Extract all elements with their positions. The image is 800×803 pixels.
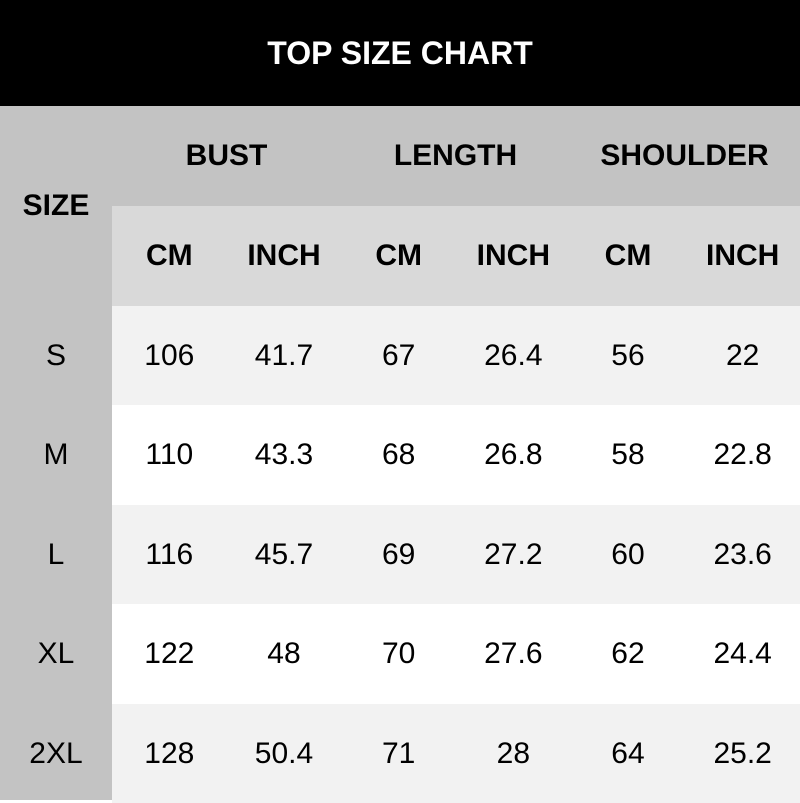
table-row: L 116 45.7 69 27.2 60 23.6 bbox=[0, 505, 800, 604]
group-header-bust: BUST bbox=[185, 139, 268, 172]
table-cell: 106 bbox=[144, 338, 195, 372]
size-label: S bbox=[45, 338, 66, 372]
table-cell: 71 bbox=[381, 736, 416, 770]
table-cell: 60 bbox=[611, 537, 645, 571]
table-cell: 50.4 bbox=[254, 736, 314, 770]
unit-header: CM bbox=[146, 239, 193, 272]
row-data: 128 50.4 71 28 64 25.2 bbox=[112, 704, 800, 803]
table-cell: 122 bbox=[144, 637, 195, 670]
unit-header: INCH bbox=[247, 239, 321, 272]
table-cell: 26.4 bbox=[484, 338, 543, 372]
size-label: 2XL bbox=[29, 736, 83, 770]
unit-header: CM bbox=[604, 239, 652, 272]
table-cell: 128 bbox=[144, 736, 195, 770]
table-cell: 22 bbox=[725, 338, 760, 372]
table-row: XL 122 48 70 27.6 62 24.4 bbox=[0, 604, 800, 704]
size-label: M bbox=[43, 438, 69, 471]
size-column bbox=[0, 106, 112, 800]
table-cell: 56 bbox=[611, 338, 645, 372]
row-data: 106 41.7 67 26.4 56 22 bbox=[112, 306, 800, 405]
table-cell: 64 bbox=[611, 736, 645, 770]
row-data: 116 45.7 69 27.2 60 23.6 bbox=[112, 505, 800, 604]
table-cell: 67 bbox=[381, 338, 416, 372]
table-cell: 24.4 bbox=[713, 637, 772, 670]
table-cell: 27.6 bbox=[484, 637, 543, 670]
table-cell: 62 bbox=[611, 637, 645, 670]
row-data: 122 48 70 27.6 62 24.4 bbox=[112, 604, 800, 704]
table-cell: 22.8 bbox=[713, 438, 772, 471]
table-row: 2XL 128 50.4 71 28 64 25.2 bbox=[0, 704, 800, 803]
table-cell: 58 bbox=[611, 438, 645, 471]
table-cell: 43.3 bbox=[254, 438, 314, 471]
table-cell: 70 bbox=[381, 637, 416, 670]
unit-header: INCH bbox=[705, 239, 780, 272]
table-cell: 23.6 bbox=[713, 537, 772, 571]
size-header: SIZE bbox=[22, 189, 90, 222]
row-data: 110 43.3 68 26.8 58 22.8 bbox=[112, 405, 800, 505]
size-label: XL bbox=[37, 637, 75, 670]
size-label: L bbox=[47, 537, 65, 571]
group-header-length: LENGTH bbox=[393, 139, 518, 172]
table-row: M 110 43.3 68 26.8 58 22.8 bbox=[0, 405, 800, 505]
unit-header: CM bbox=[375, 239, 422, 272]
table-cell: 26.8 bbox=[484, 438, 543, 471]
table-cell: 69 bbox=[381, 537, 416, 571]
table-cell: 116 bbox=[145, 537, 194, 571]
table-cell: 45.7 bbox=[254, 537, 314, 571]
table-row: S 106 41.7 67 26.4 56 22 bbox=[0, 306, 800, 405]
table-cell: 41.7 bbox=[254, 338, 314, 372]
table-cell: 25.2 bbox=[713, 736, 772, 770]
group-header-row: BUST LENGTH SHOULDER bbox=[112, 106, 800, 206]
table-cell: 48 bbox=[267, 637, 301, 670]
chart-title: TOP SIZE CHART bbox=[0, 0, 800, 106]
table-cell: 68 bbox=[381, 438, 416, 471]
group-header-shoulder: SHOULDER bbox=[600, 139, 769, 172]
table-cell: 28 bbox=[496, 736, 531, 770]
table-cell: 110 bbox=[145, 438, 194, 471]
table-cell: 27.2 bbox=[484, 537, 543, 571]
unit-header: INCH bbox=[476, 239, 550, 272]
unit-header-row: CM INCH CM INCH CM INCH bbox=[112, 206, 800, 306]
